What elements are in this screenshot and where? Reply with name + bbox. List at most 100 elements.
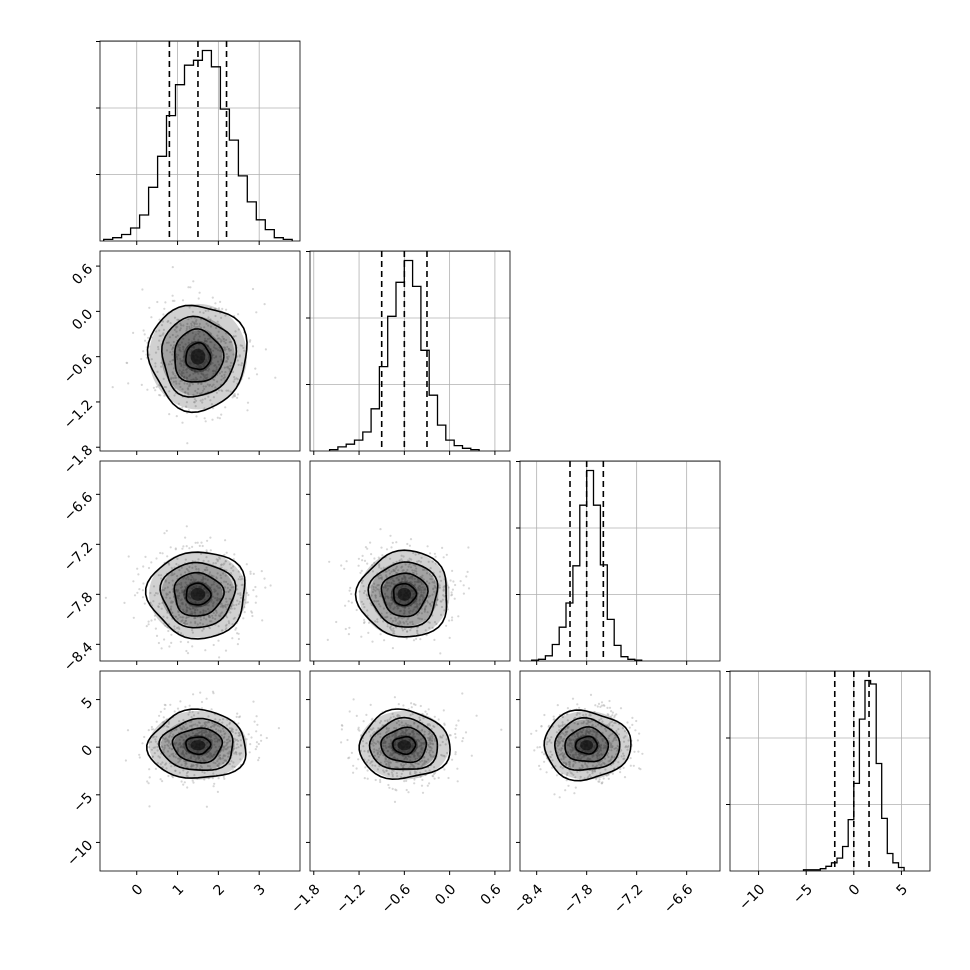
scatter-point bbox=[156, 370, 159, 373]
scatter-point bbox=[388, 626, 392, 629]
scatter-point bbox=[395, 760, 398, 764]
scatter-point bbox=[218, 739, 221, 742]
scatter-point bbox=[600, 717, 603, 720]
scatter-point bbox=[218, 656, 221, 659]
scatter-point bbox=[180, 583, 183, 586]
scatter-point bbox=[232, 565, 235, 568]
scatter-point bbox=[400, 772, 403, 775]
scatter-point bbox=[171, 346, 174, 349]
panel-frame bbox=[99, 40, 301, 242]
scatter-point bbox=[388, 742, 391, 745]
scatter-point bbox=[582, 714, 585, 717]
scatter-point bbox=[245, 601, 248, 604]
scatter-point bbox=[580, 722, 583, 725]
scatter-point bbox=[203, 721, 206, 724]
scatter-point bbox=[225, 308, 228, 311]
scatter-point bbox=[365, 761, 369, 764]
scatter-point bbox=[161, 766, 164, 769]
scatter-point bbox=[622, 752, 625, 755]
scatter-point bbox=[177, 761, 180, 764]
scatter-point bbox=[575, 713, 578, 716]
scatter-point bbox=[377, 741, 380, 744]
scatter-point bbox=[127, 555, 130, 558]
scatter-point bbox=[181, 743, 185, 746]
scatter-point bbox=[148, 776, 151, 779]
scatter-point bbox=[557, 738, 561, 741]
scatter-point bbox=[243, 349, 246, 352]
scatter-point bbox=[216, 572, 219, 575]
scatter-point bbox=[424, 769, 427, 773]
scatter-point bbox=[189, 286, 192, 289]
scatter-point bbox=[376, 753, 379, 756]
scatter-point bbox=[246, 401, 250, 404]
scatter-point bbox=[394, 788, 397, 791]
scatter-point bbox=[179, 735, 183, 739]
scatter-point bbox=[161, 589, 164, 592]
scatter-point bbox=[363, 559, 367, 563]
scatter-point bbox=[582, 728, 585, 732]
x-tick-label: −5 bbox=[790, 881, 816, 907]
scatter-point bbox=[573, 755, 576, 759]
scatter-point bbox=[433, 580, 436, 583]
scatter-point bbox=[147, 782, 150, 785]
scatter-point bbox=[170, 735, 174, 738]
scatter-point bbox=[199, 605, 202, 608]
scatter-point bbox=[235, 728, 238, 732]
scatter-point bbox=[229, 390, 232, 393]
scatter-point bbox=[194, 620, 197, 624]
scatter-point bbox=[180, 632, 183, 635]
scatter-point bbox=[584, 732, 587, 735]
x-tick-label: 0.6 bbox=[478, 881, 505, 908]
scatter-point bbox=[376, 620, 379, 624]
scatter-point bbox=[180, 341, 183, 344]
scatter-point bbox=[393, 569, 396, 573]
scatter-point bbox=[433, 552, 436, 555]
scatter-point bbox=[203, 771, 206, 775]
scatter-point bbox=[212, 583, 215, 586]
scatter-point bbox=[204, 604, 207, 607]
scatter-point bbox=[216, 760, 219, 763]
scatter-point bbox=[454, 751, 457, 754]
scatter-point bbox=[237, 722, 240, 725]
scatter-point bbox=[397, 703, 400, 706]
scatter-point bbox=[188, 361, 191, 364]
scatter-point bbox=[433, 584, 436, 587]
scatter-point bbox=[444, 743, 447, 746]
scatter-point bbox=[548, 740, 551, 743]
scatter-point bbox=[364, 766, 367, 769]
scatter-point bbox=[207, 715, 210, 718]
scatter-point bbox=[176, 334, 179, 337]
scatter-point bbox=[164, 624, 167, 627]
scatter-point bbox=[423, 610, 426, 613]
scatter-point bbox=[596, 705, 599, 708]
scatter-point bbox=[218, 718, 221, 721]
scatter-point bbox=[636, 739, 640, 742]
scatter-point bbox=[600, 753, 604, 757]
scatter-point bbox=[200, 541, 203, 544]
scatter-point bbox=[184, 752, 188, 755]
scatter-point bbox=[150, 725, 153, 729]
scatter-point bbox=[247, 733, 250, 736]
scatter-point bbox=[188, 743, 191, 746]
scatter-point bbox=[548, 755, 551, 758]
scatter-point bbox=[609, 733, 612, 736]
scatter-point bbox=[217, 330, 220, 333]
scatter-point bbox=[219, 597, 222, 601]
scatter-point bbox=[241, 577, 244, 580]
scatter-point bbox=[402, 769, 405, 773]
scatter-point bbox=[181, 388, 184, 391]
scatter-point bbox=[188, 375, 191, 378]
scatter-point bbox=[404, 578, 407, 581]
scatter-point bbox=[412, 703, 416, 706]
scatter-point bbox=[442, 734, 445, 737]
scatter-point bbox=[377, 556, 380, 559]
scatter-point bbox=[168, 734, 171, 737]
scatter-point bbox=[161, 780, 164, 783]
contour-line bbox=[146, 304, 248, 414]
scatter-point bbox=[221, 629, 224, 632]
scatter-point bbox=[411, 712, 414, 716]
y-tick-label: 0.6 bbox=[69, 261, 96, 288]
scatter-point bbox=[168, 645, 171, 648]
scatter-point bbox=[373, 741, 376, 744]
scatter-point bbox=[201, 724, 204, 727]
